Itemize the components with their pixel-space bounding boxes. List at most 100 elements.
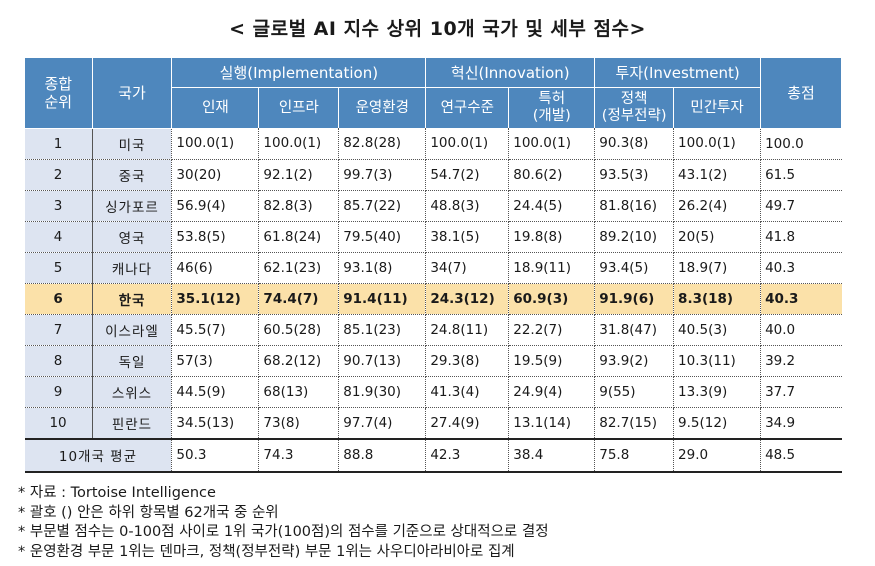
score-cell: 82.8(28) — [338, 128, 427, 160]
score-cell: 73(8) — [258, 407, 340, 439]
score-cell: 89.2(10) — [594, 221, 675, 253]
rank-cell: 1 — [24, 128, 93, 160]
total-score-cell: 61.5 — [760, 159, 842, 191]
country-cell: 캐나다 — [92, 252, 173, 284]
score-cell: 100.0(1) — [508, 128, 596, 160]
table-title: < 글로벌 AI 지수 상위 10개 국가 및 세부 점수> — [229, 18, 646, 40]
score-cell: 99.7(3) — [338, 159, 427, 191]
total-score-cell: 34.9 — [760, 407, 842, 439]
average-label: 10개국 평균 — [24, 437, 173, 473]
score-cell: 85.1(23) — [338, 314, 427, 346]
country-cell: 미국 — [92, 128, 173, 160]
score-cell: 10.3(11) — [673, 345, 762, 377]
total-score-cell: 41.8 — [760, 221, 842, 253]
score-cell: 82.8(3) — [258, 190, 340, 222]
rank-cell: 6 — [24, 283, 93, 315]
country-cell: 독일 — [92, 345, 173, 377]
score-cell: 29.3(8) — [425, 345, 510, 377]
total-score-cell: 40.3 — [760, 252, 842, 284]
header-infrastructure: 인프라 — [258, 87, 340, 128]
rank-cell: 5 — [24, 252, 93, 284]
footnote-first-places: * 운영환경 부문 1위는 덴마크, 정책(정부전략) 부문 1위는 사우디아라… — [18, 543, 515, 560]
footnote-parentheses: * 괄호 () 안은 하위 항목별 62개국 중 순위 — [18, 504, 279, 521]
score-cell: 90.7(13) — [338, 345, 427, 377]
rank-cell: 7 — [24, 314, 93, 346]
footnote-scoring: * 부문별 점수는 0-100점 사이로 1위 국가(100점)의 점수를 기준… — [18, 524, 549, 540]
table-row: 10 핀란드 34.5(13) 73(8) 97.7(4) 27.4(9) 13.1(14)… — [24, 407, 842, 439]
header-total: 총점 — [760, 58, 842, 129]
table-row: 9 스위스 44.5(9) 68(13) 81.9(30) 41.3(4) 24.9(4) 9… — [24, 376, 842, 408]
average-score-cell: 88.8 — [338, 437, 427, 473]
footnotes: * 자료 : Tortoise Intelligence * 괄호 () 안은 … — [18, 484, 549, 562]
header-patent: 특허 (개발) — [508, 87, 596, 128]
score-cell: 91.9(6) — [594, 283, 675, 315]
total-score-cell: 40.0 — [760, 314, 842, 346]
header-policy: 정책 (정부전략) — [594, 87, 675, 128]
score-cell: 31.8(47) — [594, 314, 675, 346]
average-score-cell: 42.3 — [425, 437, 510, 473]
total-score-cell: 40.3 — [760, 283, 842, 315]
table-row: 8 독일 57(3) 68.2(12) 90.7(13) 29.3(8) 19.5(9) 93… — [24, 345, 842, 377]
score-cell: 43.1(2) — [673, 159, 762, 191]
score-cell: 34(7) — [425, 252, 510, 284]
score-cell: 18.9(7) — [673, 252, 762, 284]
score-cell: 9.5(12) — [673, 407, 762, 439]
table-row: 7 이스라엘 45.5(7) 60.5(28) 85.1(23) 24.8(11) 22.2… — [24, 314, 842, 346]
header-research: 연구수준 — [425, 87, 510, 128]
header-private-investment: 민간투자 — [673, 87, 762, 128]
score-cell: 91.4(11) — [338, 283, 427, 315]
average-row: 10개국 평균 50.3 74.3 88.8 42.3 38.4 75.8 29.0 48.5 — [24, 437, 842, 473]
score-cell: 24.9(4) — [508, 376, 596, 408]
score-cell: 57(3) — [171, 345, 260, 377]
header-country: 국가 — [91, 58, 173, 129]
table-row: 4 영국 53.8(5) 61.8(24) 79.5(40) 38.1(5) 19.8(8)… — [24, 221, 842, 253]
country-cell: 중국 — [92, 159, 173, 191]
score-cell: 93.4(5) — [594, 252, 675, 284]
score-cell: 93.9(2) — [594, 345, 675, 377]
score-cell: 24.3(12) — [425, 283, 510, 315]
score-cell: 68(13) — [258, 376, 340, 408]
country-cell: 한국 — [92, 283, 173, 315]
score-cell: 44.5(9) — [171, 376, 260, 408]
country-cell: 영국 — [92, 221, 173, 253]
score-cell: 80.6(2) — [508, 159, 596, 191]
score-cell: 40.5(3) — [673, 314, 762, 346]
score-cell: 53.8(5) — [171, 221, 260, 253]
score-cell: 45.5(7) — [171, 314, 260, 346]
score-cell: 100.0(1) — [673, 128, 762, 160]
score-cell: 56.9(4) — [171, 190, 260, 222]
score-cell: 13.1(14) — [508, 407, 596, 439]
score-cell: 93.1(8) — [338, 252, 427, 284]
table-row: 3 싱가포르 56.9(4) 82.8(3) 85.7(22) 48.8(3) 24.4(5… — [24, 190, 842, 222]
header-group-implementation: 실행(Implementation) — [171, 58, 427, 88]
score-cell: 30(20) — [171, 159, 260, 191]
rank-cell: 4 — [24, 221, 93, 253]
score-cell: 93.5(3) — [594, 159, 675, 191]
score-cell: 85.7(22) — [338, 190, 427, 222]
score-cell: 41.3(4) — [425, 376, 510, 408]
score-cell: 62.1(23) — [258, 252, 340, 284]
score-cell: 92.1(2) — [258, 159, 340, 191]
country-cell: 이스라엘 — [92, 314, 173, 346]
score-cell: 82.7(15) — [594, 407, 675, 439]
score-cell: 19.5(9) — [508, 345, 596, 377]
rank-cell: 10 — [24, 407, 93, 439]
score-cell: 81.9(30) — [338, 376, 427, 408]
score-cell: 27.4(9) — [425, 407, 510, 439]
average-score-cell: 50.3 — [171, 437, 260, 473]
score-cell: 100.0(1) — [425, 128, 510, 160]
score-cell: 38.1(5) — [425, 221, 510, 253]
score-cell: 60.9(3) — [508, 283, 596, 315]
header-talent: 인재 — [171, 87, 260, 128]
table-row: 5 캐나다 46(6) 62.1(23) 93.1(8) 34(7) 18.9(11) 93.… — [24, 252, 842, 284]
score-cell: 19.8(8) — [508, 221, 596, 253]
table-row: 6 한국 35.1(12) 74.4(7) 91.4(11) 24.3(12) 60.9(3… — [24, 283, 842, 315]
header-group-investment: 투자(Investment) — [594, 58, 762, 88]
score-cell: 24.4(5) — [508, 190, 596, 222]
country-cell: 핀란드 — [92, 407, 173, 439]
score-cell: 48.8(3) — [425, 190, 510, 222]
score-cell: 100.0(1) — [258, 128, 340, 160]
score-cell: 8.3(18) — [673, 283, 762, 315]
score-cell: 60.5(28) — [258, 314, 340, 346]
score-cell: 97.7(4) — [338, 407, 427, 439]
